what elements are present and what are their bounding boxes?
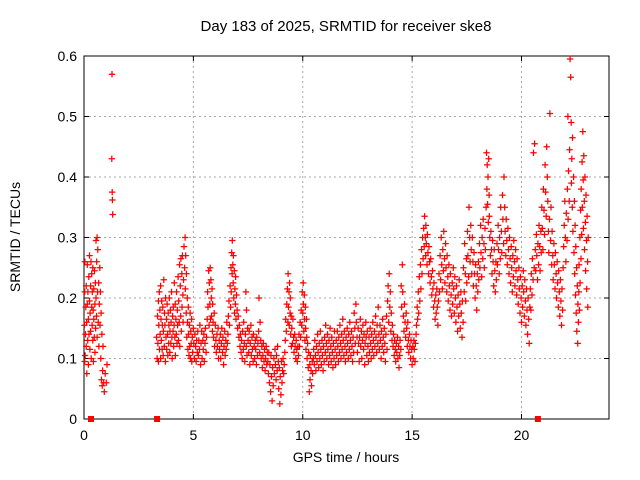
x-axis-label: GPS time / hours bbox=[293, 449, 400, 465]
tick-labels: 0 5 10 15 20 0 0.1 0.2 0.3 0.4 0.5 0.6 bbox=[58, 48, 530, 443]
axis-event-squares bbox=[88, 416, 541, 422]
x-tick-label: 0 bbox=[80, 427, 88, 443]
plot-border bbox=[83, 55, 610, 420]
y-tick-label: 0.6 bbox=[58, 48, 78, 64]
axis-event-square bbox=[154, 416, 161, 422]
y-axis-label: SRMTID / TECUs bbox=[7, 182, 23, 292]
scatter-data-points bbox=[81, 55, 592, 408]
y-tick-label: 0.3 bbox=[58, 230, 78, 246]
grid-lines bbox=[84, 56, 609, 419]
y-tick-label: 0.1 bbox=[58, 351, 78, 367]
x-tick-label: 5 bbox=[189, 427, 197, 443]
x-tick-label: 10 bbox=[295, 427, 311, 443]
axis-event-square bbox=[88, 416, 94, 422]
chart-title: Day 183 of 2025, SRMTID for receiver ske… bbox=[201, 18, 492, 35]
y-tick-label: 0 bbox=[69, 411, 77, 427]
y-tick-label: 0.4 bbox=[58, 169, 78, 185]
x-tick-label: 20 bbox=[514, 427, 530, 443]
y-tick-label: 0.5 bbox=[58, 109, 78, 125]
axis-event-square bbox=[534, 416, 541, 422]
srmtid-values bbox=[81, 55, 592, 408]
y-tick-label: 0.2 bbox=[58, 290, 78, 306]
x-tick-label: 15 bbox=[404, 427, 420, 443]
